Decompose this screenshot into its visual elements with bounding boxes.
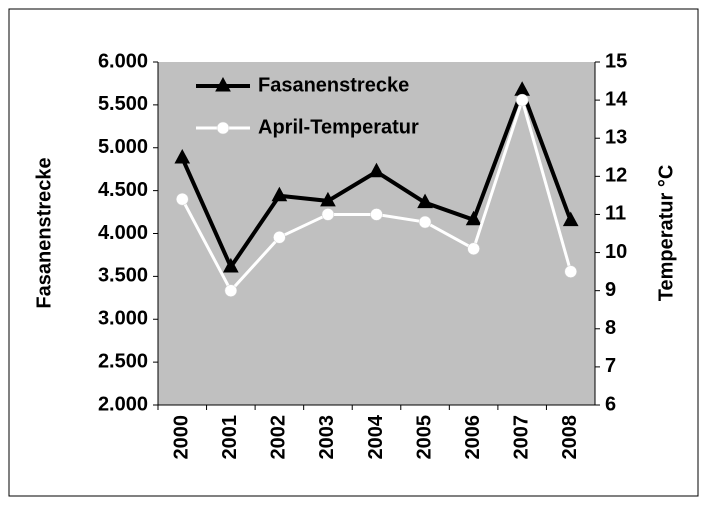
y-tick-label: 5.500 [98,93,148,115]
legend-marker [216,121,230,135]
y2-tick-label: 11 [605,203,626,225]
data-point [176,192,189,206]
x-tick-label: 2001 [219,415,241,460]
y2-tick-label: 7 [605,355,616,377]
data-point [271,186,288,202]
y-tick-label: 4.000 [98,222,148,244]
y-tick-label: 2.500 [98,350,148,372]
data-point [417,193,433,209]
y-axis-title: Fasanenstrecke [33,157,55,308]
data-point [273,231,286,244]
data-point [224,284,238,297]
legend-label: Fasanenstrecke [258,74,409,96]
x-tick-label: 2002 [268,415,290,460]
y-tick-label: 2.000 [98,393,148,415]
data-point [370,208,383,221]
data-point [320,191,336,207]
y2-tick-label: 10 [605,241,627,263]
y2-tick-label: 12 [605,165,627,187]
x-tick-label: 2007 [510,415,532,460]
data-point [467,242,480,255]
y2-tick-label: 13 [605,127,627,149]
y2-tick-label: 6 [605,393,616,415]
y2-tick-label: 15 [605,50,627,72]
x-tick-label: 2003 [316,415,338,460]
data-point [174,148,191,164]
y-tick-label: 5.000 [98,136,148,158]
x-tick-label: 2006 [462,415,484,460]
x-tick-label: 2004 [365,414,387,459]
y2-axis-title: Temperatur °C [655,165,677,302]
y-tick-label: 3.500 [98,265,148,287]
y2-tick-label: 8 [605,317,616,339]
y2-tick-label: 9 [605,279,616,301]
legend-label: April-Temperatur [258,116,419,138]
data-point [515,93,529,107]
x-tick-label: 2005 [413,415,435,460]
data-point [222,257,239,273]
data-point [321,208,335,221]
data-point [418,215,432,229]
y-tick-label: 3.000 [98,308,148,330]
y-tick-label: 6.000 [98,50,148,72]
x-tick-label: 2008 [559,415,581,460]
x-tick-label: 2000 [171,415,193,460]
y-tick-label: 4.500 [98,179,148,201]
data-point [368,162,385,178]
y2-tick-label: 14 [605,88,628,110]
data-point [564,265,577,278]
data-point [465,210,482,226]
data-point [562,211,579,227]
plot-area [158,62,595,405]
legend-marker [215,76,231,92]
